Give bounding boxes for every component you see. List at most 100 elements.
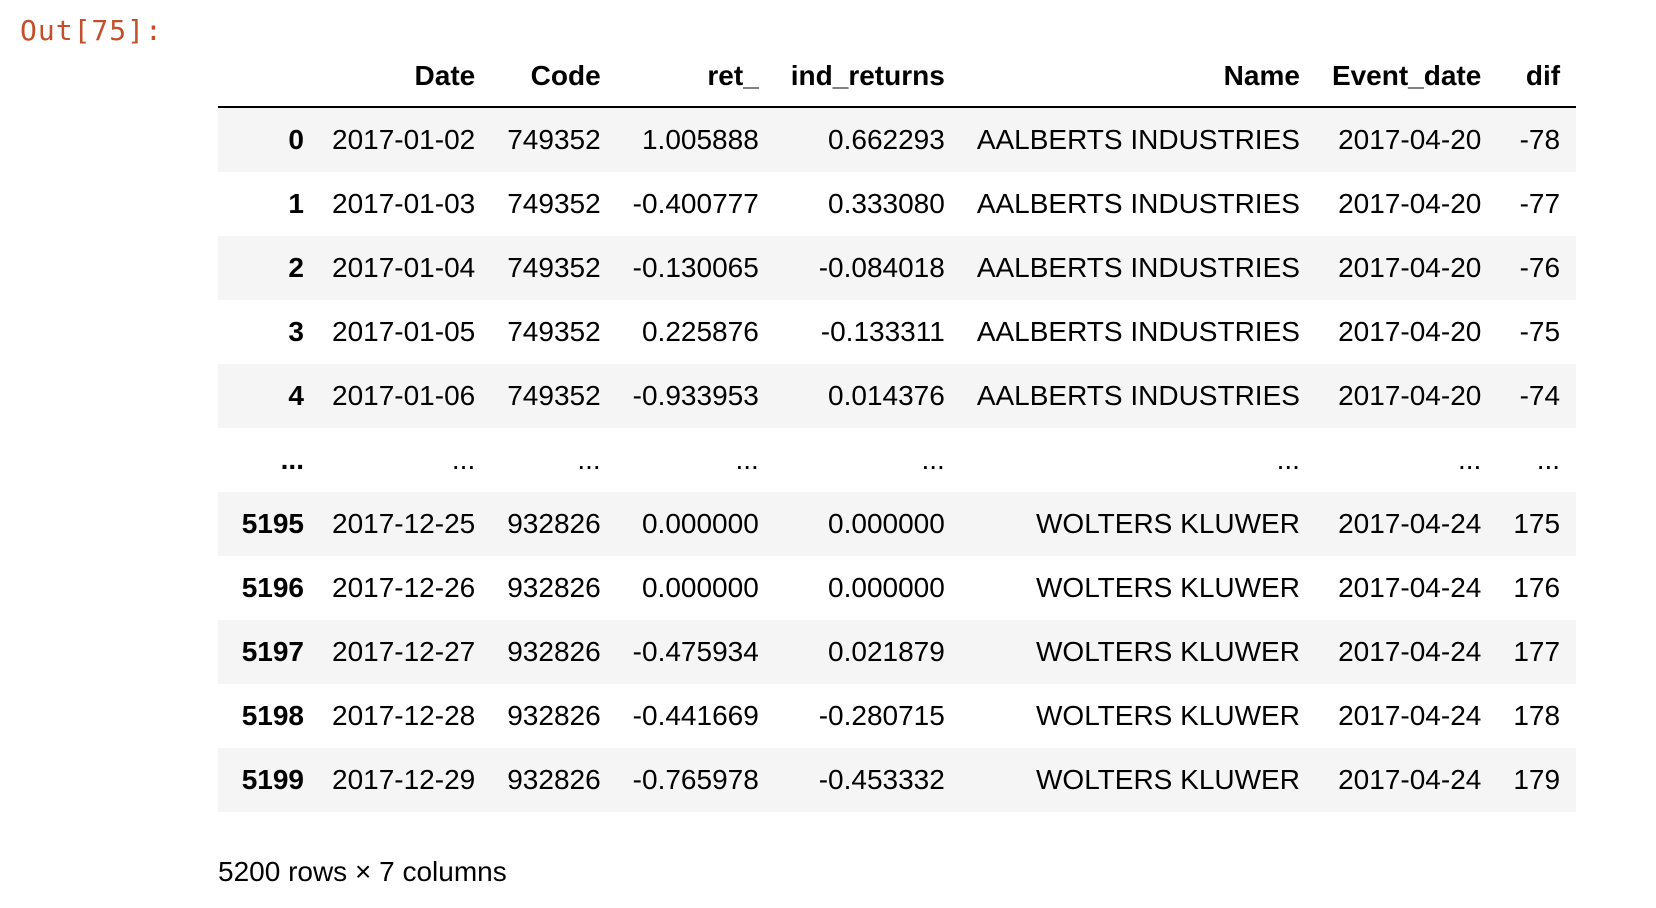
row-index: 1 bbox=[288, 188, 304, 219]
table-header-row: Date Code ret_ ind_returns Name Event_da… bbox=[218, 46, 1577, 108]
output-prompt: Out[75]: bbox=[20, 14, 163, 47]
cell-name: WOLTERS KLUWER bbox=[1035, 508, 1300, 539]
cell-event-date: 2017-04-20 bbox=[1338, 124, 1482, 155]
table-row: 4 2017-01-06 749352 -0.933953 0.014376 A… bbox=[218, 364, 1577, 428]
table-row: 5197 2017-12-27 932826 -0.475934 0.02187… bbox=[218, 620, 1577, 684]
row-index: 0 bbox=[288, 124, 304, 155]
cell-name: WOLTERS KLUWER bbox=[1035, 700, 1300, 731]
cell-dif: 175 bbox=[1513, 508, 1561, 539]
cell-code: 749352 bbox=[507, 188, 601, 219]
cell-name: ... bbox=[1276, 444, 1300, 475]
header-name: Name bbox=[960, 46, 1316, 108]
cell-ret: -0.765978 bbox=[632, 764, 759, 795]
cell-name: WOLTERS KLUWER bbox=[1035, 764, 1300, 795]
cell-event-date: 2017-04-24 bbox=[1338, 700, 1482, 731]
cell-date: 2017-12-26 bbox=[332, 572, 476, 603]
row-index: 2 bbox=[288, 252, 304, 283]
cell-code: 749352 bbox=[507, 124, 601, 155]
cell-event-date: 2017-04-24 bbox=[1338, 764, 1482, 795]
cell-code: 932826 bbox=[507, 636, 601, 667]
header-code: Code bbox=[491, 46, 617, 108]
row-index: 5198 bbox=[241, 700, 304, 731]
cell-ret: -0.400777 bbox=[632, 188, 759, 219]
cell-ind-returns: 0.014376 bbox=[828, 380, 945, 411]
cell-dif: -78 bbox=[1519, 124, 1561, 155]
cell-name: AALBERTS INDUSTRIES bbox=[976, 188, 1300, 219]
cell-ret: 1.005888 bbox=[641, 124, 759, 155]
cell-code: 749352 bbox=[507, 316, 601, 347]
table-row: 5195 2017-12-25 932826 0.000000 0.000000… bbox=[218, 492, 1577, 556]
cell-code: ... bbox=[577, 444, 601, 475]
cell-code: 749352 bbox=[507, 380, 601, 411]
cell-ret: ... bbox=[735, 444, 759, 475]
header-ret: ret_ bbox=[616, 46, 775, 108]
header-index bbox=[218, 46, 316, 108]
cell-ret: -0.130065 bbox=[632, 252, 759, 283]
cell-ret: -0.441669 bbox=[632, 700, 759, 731]
cell-ind-returns: 0.333080 bbox=[828, 188, 945, 219]
table-row: 1 2017-01-03 749352 -0.400777 0.333080 A… bbox=[218, 172, 1576, 236]
cell-ret: -0.475934 bbox=[632, 636, 759, 667]
cell-event-date: 2017-04-20 bbox=[1338, 188, 1482, 219]
cell-dif: 179 bbox=[1513, 764, 1561, 795]
header-date: Date bbox=[316, 46, 492, 108]
cell-ind-returns: ... bbox=[921, 444, 945, 475]
table-row: 0 2017-01-02 749352 1.005888 0.662293 AA… bbox=[218, 107, 1577, 172]
cell-dif: -77 bbox=[1519, 188, 1561, 219]
cell-event-date: 2017-04-24 bbox=[1338, 572, 1482, 603]
cell-date: 2017-12-25 bbox=[332, 508, 476, 539]
cell-event-date: 2017-04-20 bbox=[1338, 252, 1482, 283]
cell-event-date: 2017-04-24 bbox=[1338, 508, 1482, 539]
cell-ind-returns: 0.000000 bbox=[828, 508, 945, 539]
cell-name: WOLTERS KLUWER bbox=[1035, 636, 1300, 667]
cell-dif: -74 bbox=[1519, 380, 1561, 411]
cell-dif: 178 bbox=[1513, 700, 1561, 731]
cell-date: 2017-12-27 bbox=[332, 636, 476, 667]
cell-date: 2017-01-06 bbox=[332, 380, 476, 411]
cell-code: 932826 bbox=[507, 572, 601, 603]
cell-name: AALBERTS INDUSTRIES bbox=[976, 316, 1300, 347]
cell-event-date: 2017-04-20 bbox=[1338, 316, 1482, 347]
header-dif: dif bbox=[1497, 46, 1577, 108]
row-index: 3 bbox=[288, 316, 304, 347]
cell-code: 932826 bbox=[507, 508, 601, 539]
cell-date: 2017-01-04 bbox=[332, 252, 476, 283]
row-index: ... bbox=[280, 444, 304, 475]
cell-date: 2017-01-03 bbox=[332, 188, 476, 219]
table-row-ellipsis: ... ... ... ... ... ... ... ... bbox=[218, 428, 1576, 492]
cell-code: 932826 bbox=[507, 764, 601, 795]
cell-dif: 176 bbox=[1513, 572, 1561, 603]
dataframe-container: Date Code ret_ ind_returns Name Event_da… bbox=[218, 46, 1577, 812]
cell-ret: -0.933953 bbox=[632, 380, 759, 411]
cell-name: AALBERTS INDUSTRIES bbox=[976, 124, 1300, 155]
table-row: 5196 2017-12-26 932826 0.000000 0.000000… bbox=[218, 556, 1576, 620]
header-event-date: Event_date bbox=[1315, 46, 1498, 108]
table-row: 5198 2017-12-28 932826 -0.441669 -0.2807… bbox=[218, 684, 1576, 748]
cell-ret: 0.000000 bbox=[641, 572, 759, 603]
cell-dif: -75 bbox=[1519, 316, 1561, 347]
cell-event-date: 2017-04-20 bbox=[1338, 380, 1482, 411]
cell-ind-returns: -0.084018 bbox=[818, 252, 945, 283]
cell-dif: -76 bbox=[1519, 252, 1561, 283]
row-index: 5195 bbox=[241, 508, 304, 539]
table-row: 5199 2017-12-29 932826 -0.765978 -0.4533… bbox=[218, 748, 1577, 812]
cell-event-date: ... bbox=[1458, 444, 1482, 475]
row-index: 5199 bbox=[241, 764, 304, 795]
cell-date: 2017-12-29 bbox=[332, 764, 476, 795]
dataframe-shape-info: 5200 rows × 7 columns bbox=[218, 856, 507, 887]
cell-ind-returns: -0.280715 bbox=[818, 700, 945, 731]
cell-code: 749352 bbox=[507, 252, 601, 283]
cell-ind-returns: 0.662293 bbox=[828, 124, 945, 155]
cell-dif: 177 bbox=[1513, 636, 1561, 667]
cell-ret: 0.000000 bbox=[641, 508, 759, 539]
cell-date: 2017-12-28 bbox=[332, 700, 476, 731]
cell-ret: 0.225876 bbox=[641, 316, 759, 347]
table-row: 2 2017-01-04 749352 -0.130065 -0.084018 … bbox=[218, 236, 1577, 300]
cell-date: 2017-01-05 bbox=[332, 316, 476, 347]
dataframe-table: Date Code ret_ ind_returns Name Event_da… bbox=[218, 46, 1577, 812]
cell-ind-returns: -0.453332 bbox=[818, 764, 945, 795]
cell-date: 2017-01-02 bbox=[332, 124, 476, 155]
cell-code: 932826 bbox=[507, 700, 601, 731]
cell-date: ... bbox=[451, 444, 476, 475]
header-ind-returns: ind_returns bbox=[774, 46, 961, 108]
